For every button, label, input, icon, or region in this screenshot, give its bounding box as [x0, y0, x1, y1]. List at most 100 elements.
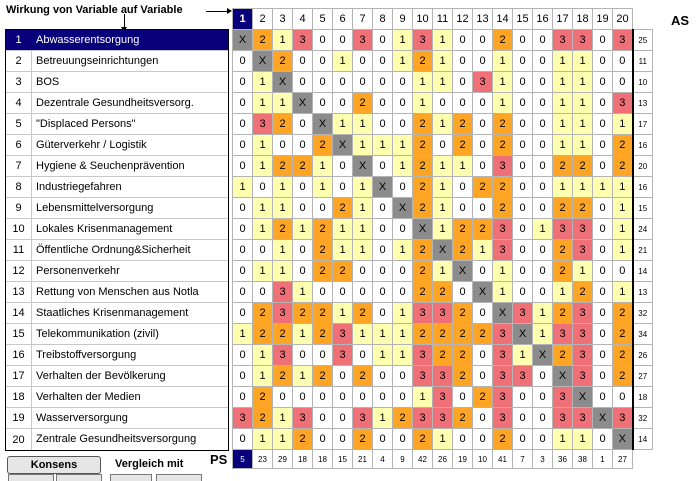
matrix-cell[interactable]: 0 [232, 260, 253, 282]
matrix-cell[interactable]: 0 [332, 176, 353, 198]
matrix-cell[interactable]: 1 [532, 302, 553, 324]
matrix-cell[interactable]: 1 [432, 113, 453, 135]
matrix-cell[interactable]: 1 [612, 176, 633, 198]
matrix-cell[interactable]: 3 [252, 113, 273, 135]
matrix-cell[interactable]: 2 [472, 176, 493, 198]
matrix-cell[interactable]: 3 [272, 281, 293, 303]
matrix-cell[interactable]: 0 [532, 134, 553, 156]
column-header-3[interactable]: 3 [272, 8, 293, 30]
variable-row-11[interactable]: 11 Öffentliche Ordnung&Sicherheit [6, 240, 228, 261]
matrix-cell[interactable]: 3 [512, 365, 533, 387]
matrix-cell[interactable]: 3 [572, 365, 593, 387]
matrix-cell[interactable]: 0 [372, 197, 393, 219]
matrix-cell[interactable]: 0 [452, 50, 473, 72]
matrix-cell[interactable]: 0 [352, 71, 373, 93]
matrix-cell[interactable]: 1 [392, 134, 413, 156]
matrix-cell[interactable]: 0 [532, 29, 553, 51]
matrix-cell[interactable]: 0 [292, 113, 313, 135]
matrix-cell[interactable]: 0 [452, 281, 473, 303]
matrix-cell[interactable]: 1 [412, 92, 433, 114]
matrix-cell[interactable]: 0 [532, 260, 553, 282]
matrix-cell[interactable]: 2 [312, 323, 333, 345]
matrix-cell[interactable]: 1 [612, 218, 633, 240]
matrix-cell[interactable]: 2 [312, 365, 333, 387]
matrix-cell[interactable]: 1 [432, 197, 453, 219]
matrix-cell[interactable]: 2 [412, 50, 433, 72]
matrix-cell[interactable]: 0 [432, 92, 453, 114]
variable-row-12[interactable]: 12 Personenverkehr [6, 261, 228, 282]
matrix-cell[interactable]: 0 [232, 365, 253, 387]
matrix-cell[interactable]: 0 [352, 281, 373, 303]
matrix-cell[interactable]: 0 [592, 260, 613, 282]
matrix-cell[interactable]: 0 [372, 71, 393, 93]
matrix-cell[interactable]: 0 [392, 281, 413, 303]
matrix-cell[interactable]: 2 [412, 260, 433, 282]
matrix-cell[interactable]: 0 [332, 386, 353, 408]
matrix-cell[interactable]: 1 [392, 239, 413, 261]
matrix-cell[interactable]: 0 [372, 155, 393, 177]
matrix-cell[interactable]: 0 [592, 281, 613, 303]
matrix-cell[interactable]: 1 [512, 344, 533, 366]
matrix-cell[interactable]: 3 [432, 302, 453, 324]
matrix-cell[interactable]: 0 [532, 176, 553, 198]
matrix-cell[interactable]: 0 [392, 428, 413, 450]
matrix-cell[interactable]: 0 [232, 92, 253, 114]
matrix-cell[interactable]: 2 [352, 365, 373, 387]
matrix-cell[interactable]: 3 [572, 302, 593, 324]
matrix-cell[interactable]: 0 [592, 386, 613, 408]
variable-row-10[interactable]: 10 Lokales Krisenmanagement [6, 219, 228, 240]
matrix-cell[interactable]: 0 [292, 134, 313, 156]
matrix-cell[interactable]: 3 [552, 407, 573, 429]
matrix-cell[interactable]: 1 [472, 239, 493, 261]
matrix-cell[interactable]: 1 [372, 323, 393, 345]
matrix-cell[interactable]: 1 [392, 344, 413, 366]
matrix-cell[interactable]: 0 [352, 50, 373, 72]
matrix-cell[interactable]: 1 [392, 50, 413, 72]
variable-row-3[interactable]: 3 BOS [6, 72, 228, 93]
variable-row-6[interactable]: 6 Güterverkehr / Logistik [6, 135, 228, 156]
matrix-cell[interactable]: 2 [492, 113, 513, 135]
matrix-cell[interactable]: 1 [352, 113, 373, 135]
matrix-cell[interactable]: 3 [572, 407, 593, 429]
matrix-cell[interactable]: 0 [372, 386, 393, 408]
matrix-cell[interactable]: 2 [552, 260, 573, 282]
matrix-cell[interactable]: 1 [232, 323, 253, 345]
matrix-cell[interactable]: 0 [452, 71, 473, 93]
matrix-cell[interactable]: 0 [472, 155, 493, 177]
matrix-cell[interactable]: 0 [392, 176, 413, 198]
matrix-cell[interactable]: 0 [312, 344, 333, 366]
matrix-cell[interactable]: 1 [352, 197, 373, 219]
matrix-cell[interactable]: 1 [432, 428, 453, 450]
matrix-cell[interactable]: 0 [592, 134, 613, 156]
matrix-cell[interactable]: 0 [292, 197, 313, 219]
column-header-2[interactable]: 2 [252, 8, 273, 30]
matrix-cell[interactable]: 0 [292, 71, 313, 93]
matrix-cell[interactable]: 1 [432, 29, 453, 51]
matrix-cell[interactable]: 0 [532, 113, 553, 135]
variable-row-9[interactable]: 9 Lebensmittelversorgung [6, 198, 228, 219]
matrix-cell[interactable]: 1 [552, 281, 573, 303]
matrix-cell[interactable]: 0 [372, 428, 393, 450]
matrix-cell[interactable]: 2 [412, 323, 433, 345]
matrix-cell[interactable]: 1 [572, 71, 593, 93]
matrix-cell[interactable]: 2 [272, 365, 293, 387]
matrix-cell[interactable]: 0 [232, 218, 253, 240]
matrix-cell[interactable]: 3 [492, 407, 513, 429]
matrix-cell[interactable]: 2 [272, 50, 293, 72]
matrix-cell[interactable]: 1 [332, 302, 353, 324]
matrix-cell[interactable]: 3 [492, 386, 513, 408]
matrix-cell[interactable]: 0 [512, 407, 533, 429]
matrix-cell[interactable]: 0 [292, 50, 313, 72]
column-header-5[interactable]: 5 [312, 8, 333, 30]
matrix-cell[interactable]: 0 [312, 197, 333, 219]
matrix-cell[interactable]: 1 [312, 155, 333, 177]
matrix-cell[interactable]: 2 [612, 323, 633, 345]
matrix-cell[interactable]: 1 [352, 176, 373, 198]
variable-row-18[interactable]: 18 Verhalten der Medien [6, 387, 228, 408]
matrix-cell[interactable]: 1 [572, 113, 593, 135]
matrix-cell[interactable]: 2 [312, 218, 333, 240]
column-header-12[interactable]: 12 [452, 8, 473, 30]
matrix-cell[interactable]: 1 [332, 239, 353, 261]
matrix-cell[interactable]: 1 [452, 155, 473, 177]
matrix-cell[interactable]: 1 [252, 155, 273, 177]
